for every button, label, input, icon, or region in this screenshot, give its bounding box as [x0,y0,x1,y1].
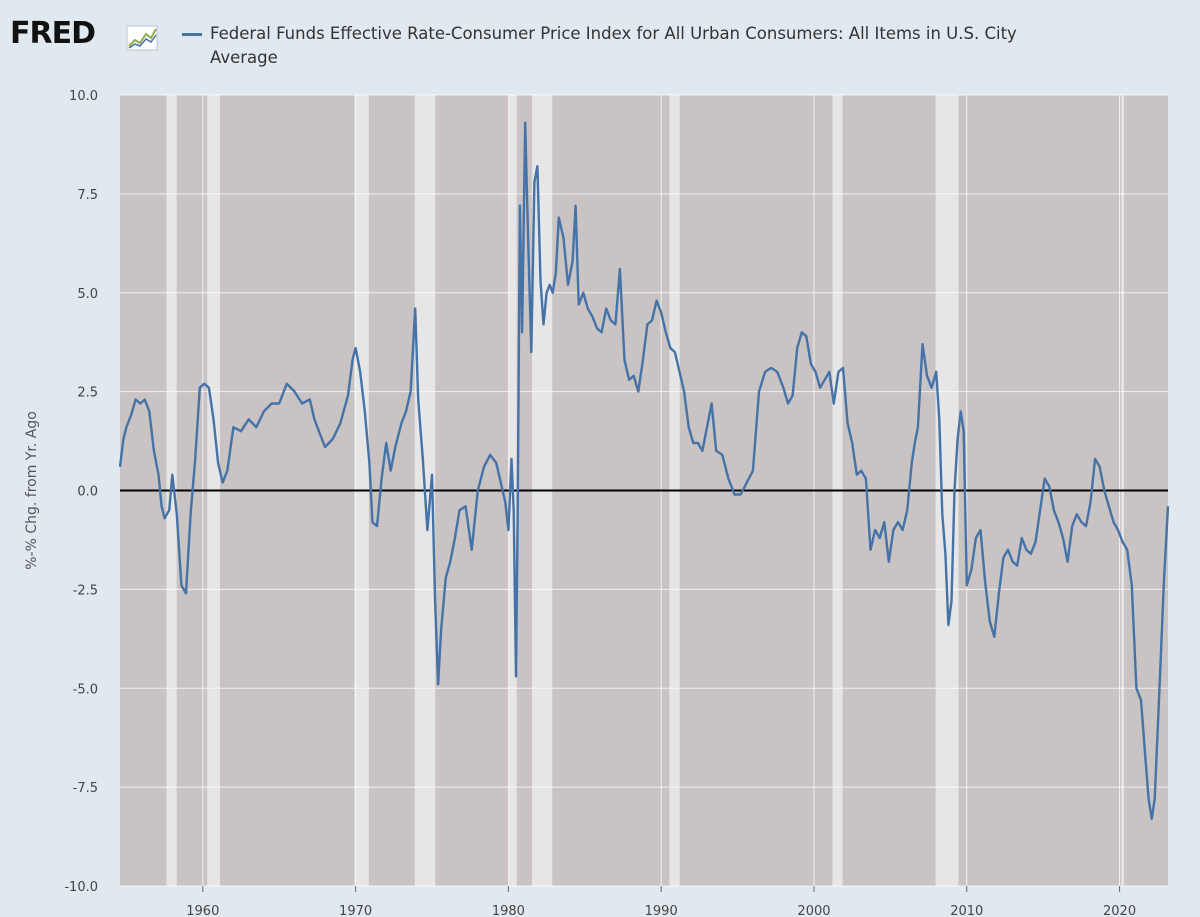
x-tick-label: 2010 [950,904,983,917]
chart-header: FRED Federal Funds Effective Rate-Consum… [10,14,1190,74]
legend-series-swatch [182,33,202,36]
x-tick-label: 1970 [339,904,372,917]
y-tick-label: 5.0 [77,287,98,302]
y-axis-ticks: 10.0 7.5 5.0 2.5 0.0 -2.5 -5.0 -7.5 -10.0 [64,89,98,895]
fred-logo-graph-icon [126,25,158,51]
x-tick-label: 1980 [492,904,525,917]
y-tick-label: -7.5 [73,781,98,796]
x-tick-label: 2020 [1103,904,1136,917]
x-tick-label: 2000 [797,904,830,917]
legend-series-label: Federal Funds Effective Rate-Consumer Pr… [210,24,1017,67]
y-axis-label: %-% Chg. from Yr. Ago [24,411,40,570]
y-tick-label: 7.5 [77,188,98,203]
fred-logo[interactable]: FRED [10,16,96,51]
y-tick-label: -10.0 [64,880,98,895]
series-lines [118,121,1170,820]
y-tick-label: -5.0 [73,682,98,697]
y-tick-label: 10.0 [69,89,98,104]
y-tick-label: 0.0 [77,485,98,500]
series-line [118,121,1170,820]
y-tick-label: 2.5 [77,386,98,401]
x-tick-label: 1960 [186,904,219,917]
y-tick-label: -2.5 [73,583,98,598]
x-tick-label: 1990 [645,904,678,917]
x-axis-ticks: 1960 1970 1980 1990 2000 2010 2020 [186,886,1136,917]
